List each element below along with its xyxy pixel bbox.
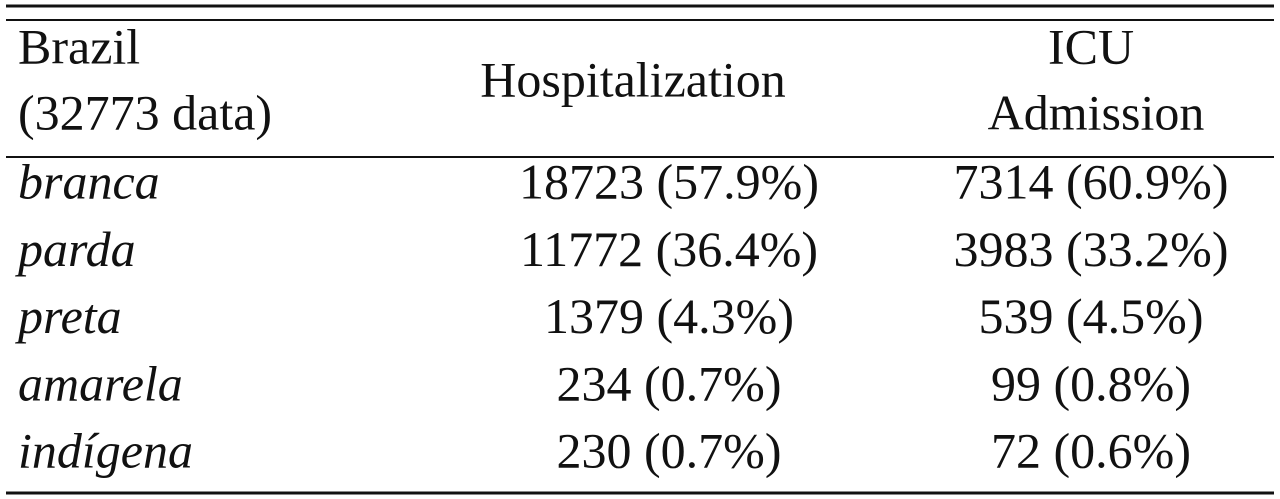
cell: 7314 (60.9%) bbox=[954, 153, 1229, 209]
cell: 1379 (4.3%) bbox=[544, 288, 794, 344]
cell: 72 (0.6%) bbox=[991, 423, 1191, 479]
row-label: parda bbox=[15, 221, 136, 277]
column-header: ICU bbox=[1048, 18, 1134, 74]
row-label: indígena bbox=[18, 423, 193, 479]
cell: 99 (0.8%) bbox=[991, 355, 1191, 411]
cell: 3983 (33.2%) bbox=[954, 221, 1229, 277]
cell: 539 (4.5%) bbox=[979, 288, 1204, 344]
row-label: preta bbox=[15, 288, 122, 344]
cell: 234 (0.7%) bbox=[557, 355, 782, 411]
cell: 18723 (57.9%) bbox=[519, 153, 819, 209]
header-label: Brazil bbox=[18, 18, 140, 74]
row-label: amarela bbox=[18, 355, 183, 411]
column-header: Hospitalization bbox=[480, 51, 786, 107]
header-label: (32773 data) bbox=[18, 84, 272, 140]
cell: 230 (0.7%) bbox=[557, 423, 782, 479]
table-body: branca 18723 (57.9%) 7314 (60.9%) parda 1177… bbox=[15, 153, 1228, 478]
row-label: branca bbox=[18, 153, 160, 209]
column-header: Admission bbox=[988, 84, 1205, 140]
cell: 11772 (36.4%) bbox=[520, 221, 818, 277]
